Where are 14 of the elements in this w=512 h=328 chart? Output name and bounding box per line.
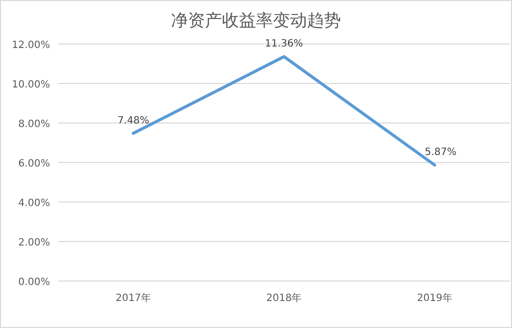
data-label: 11.36% (264, 38, 304, 50)
y-tick-label: 4.00% (18, 198, 50, 209)
y-tick-label: 12.00% (12, 40, 50, 51)
x-tick-label: 2019年 (416, 292, 452, 304)
y-tick-label: 2.00% (18, 238, 50, 248)
x-tick-label: 2018年 (266, 292, 302, 304)
x-tick-label: 2017年 (116, 292, 152, 304)
y-tick-label: 8.00% (18, 119, 50, 130)
data-label: 7.48% (117, 115, 150, 126)
chart-title: 净资产收益率变动趋势 (171, 11, 341, 31)
y-tick-label: 0.00% (18, 277, 50, 288)
data-label: 5.87% (424, 147, 457, 158)
y-tick-label: 10.00% (12, 80, 50, 90)
y-tick-label: 6.00% (18, 158, 50, 170)
